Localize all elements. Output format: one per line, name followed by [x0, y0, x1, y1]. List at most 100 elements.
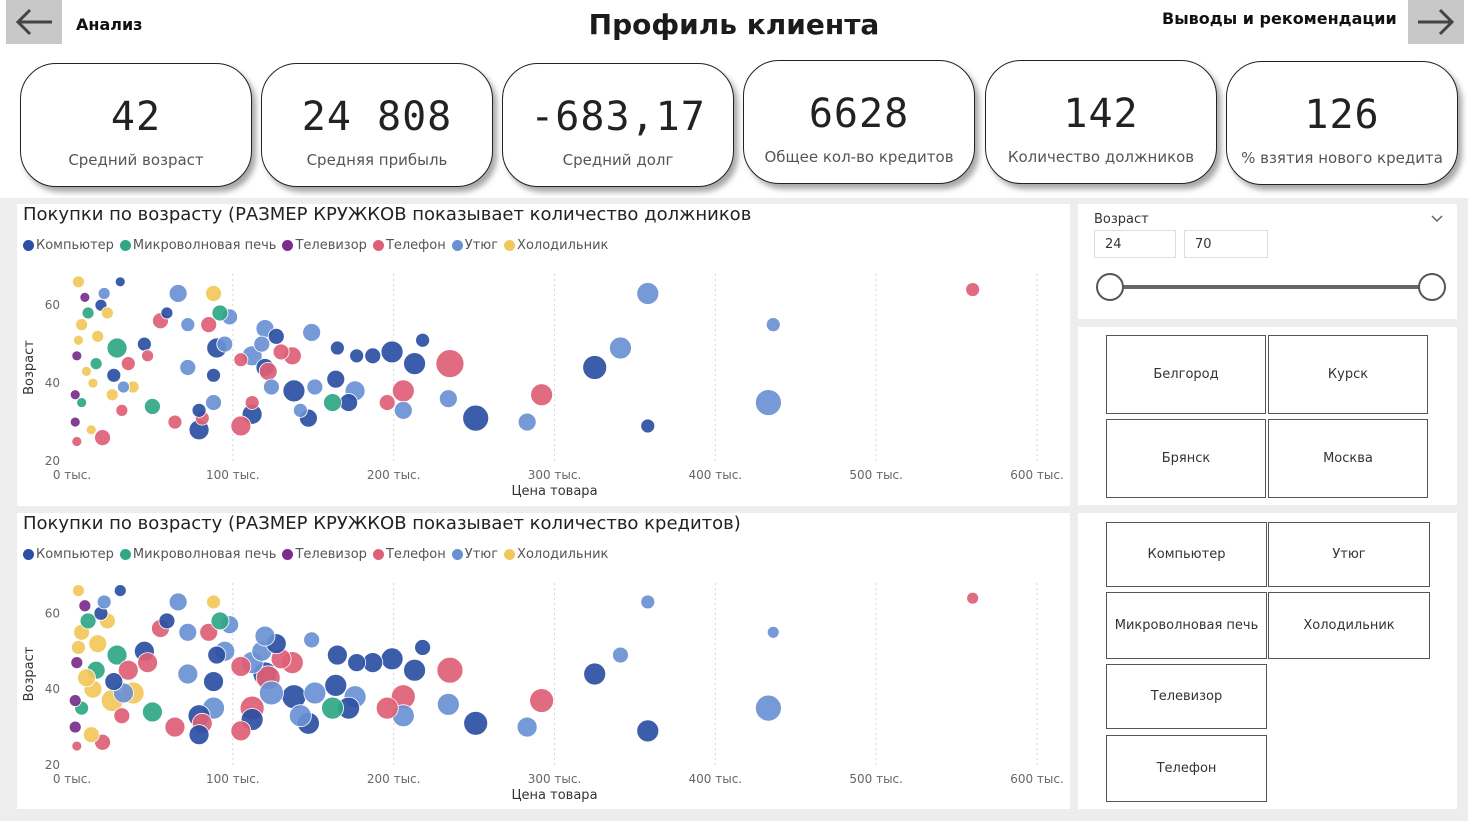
- city-tile-belgorod[interactable]: Белгород: [1106, 335, 1266, 414]
- data-point[interactable]: [435, 349, 465, 379]
- product-tile-microwave[interactable]: Микроволновая печь: [1106, 592, 1267, 659]
- scatter-chart[interactable]: 0 тыс. 100 тыс. 200 тыс. 300 тыс. 400 тыс. 50…: [17, 513, 1070, 809]
- data-point[interactable]: [72, 275, 85, 289]
- data-point[interactable]: [115, 403, 129, 417]
- data-point[interactable]: [436, 692, 460, 716]
- data-point[interactable]: [206, 594, 221, 610]
- data-point[interactable]: [178, 622, 198, 642]
- data-point[interactable]: [85, 424, 97, 436]
- legend-item[interactable]: Утюг: [451, 547, 498, 562]
- data-point[interactable]: [94, 429, 111, 447]
- data-point[interactable]: [96, 594, 112, 610]
- data-point[interactable]: [105, 388, 119, 402]
- product-tile-tv[interactable]: Телевизор: [1106, 664, 1267, 729]
- data-point[interactable]: [323, 393, 342, 412]
- data-point[interactable]: [137, 652, 158, 674]
- data-point[interactable]: [106, 367, 122, 383]
- data-point[interactable]: [258, 361, 278, 381]
- data-point[interactable]: [403, 658, 426, 682]
- data-point[interactable]: [87, 377, 99, 389]
- data-point[interactable]: [205, 394, 222, 411]
- data-point[interactable]: [364, 347, 382, 365]
- data-point[interactable]: [144, 398, 161, 415]
- data-point[interactable]: [200, 316, 218, 334]
- data-point[interactable]: [272, 343, 290, 361]
- data-point[interactable]: [755, 389, 782, 416]
- city-tile-moscow[interactable]: Москва: [1268, 419, 1428, 498]
- data-point[interactable]: [71, 740, 83, 752]
- data-point[interactable]: [68, 720, 82, 734]
- data-point[interactable]: [97, 287, 111, 300]
- data-point[interactable]: [69, 389, 81, 401]
- data-point[interactable]: [303, 631, 321, 649]
- city-tile-bryansk[interactable]: Брянск: [1106, 419, 1266, 498]
- data-point[interactable]: [347, 653, 367, 673]
- data-point[interactable]: [141, 349, 154, 363]
- data-point[interactable]: [206, 367, 221, 383]
- data-point[interactable]: [104, 672, 124, 691]
- data-point[interactable]: [164, 716, 186, 738]
- data-point[interactable]: [609, 336, 632, 360]
- data-point[interactable]: [321, 696, 344, 720]
- data-point[interactable]: [517, 412, 537, 432]
- data-point[interactable]: [230, 656, 252, 677]
- data-point[interactable]: [339, 393, 359, 412]
- data-point[interactable]: [282, 379, 306, 403]
- data-point[interactable]: [292, 402, 308, 418]
- data-point[interactable]: [82, 726, 100, 744]
- data-point[interactable]: [117, 659, 139, 681]
- data-point[interactable]: [303, 681, 327, 705]
- data-point[interactable]: [380, 647, 404, 671]
- product-tile-phone[interactable]: Телефон: [1106, 735, 1267, 802]
- data-point[interactable]: [378, 394, 396, 411]
- data-point[interactable]: [210, 611, 230, 631]
- data-point[interactable]: [71, 436, 83, 447]
- data-point[interactable]: [76, 397, 88, 408]
- data-point[interactable]: [640, 594, 656, 610]
- data-point[interactable]: [188, 724, 210, 746]
- data-point[interactable]: [113, 584, 127, 597]
- data-point[interactable]: [375, 696, 399, 720]
- data-point[interactable]: [965, 282, 981, 297]
- data-point[interactable]: [167, 414, 183, 430]
- legend-item[interactable]: Телефон: [372, 547, 446, 562]
- data-point[interactable]: [349, 348, 365, 364]
- data-point[interactable]: [254, 625, 276, 647]
- data-point[interactable]: [259, 680, 284, 706]
- product-tile-fridge[interactable]: Холодильник: [1268, 592, 1430, 659]
- data-point[interactable]: [88, 634, 108, 654]
- data-point[interactable]: [79, 612, 97, 630]
- data-point[interactable]: [530, 383, 554, 407]
- data-point[interactable]: [326, 369, 346, 389]
- data-point[interactable]: [516, 716, 538, 738]
- data-point[interactable]: [302, 323, 322, 342]
- legend-item[interactable]: Компьютер: [23, 238, 114, 253]
- slider-track[interactable]: [1110, 285, 1432, 289]
- data-point[interactable]: [326, 644, 348, 666]
- legend-item[interactable]: Компьютер: [23, 547, 114, 562]
- data-point[interactable]: [636, 282, 660, 305]
- data-point[interactable]: [267, 327, 285, 345]
- data-point[interactable]: [391, 379, 415, 403]
- data-point[interactable]: [463, 710, 489, 736]
- data-point[interactable]: [438, 389, 458, 409]
- data-point[interactable]: [70, 656, 84, 670]
- data-point[interactable]: [136, 336, 152, 352]
- data-point[interactable]: [966, 591, 980, 605]
- data-point[interactable]: [436, 656, 464, 684]
- data-point[interactable]: [263, 378, 280, 396]
- data-point[interactable]: [765, 317, 781, 333]
- data-point[interactable]: [72, 584, 85, 597]
- data-point[interactable]: [324, 673, 348, 697]
- legend-item[interactable]: Холодильник: [504, 547, 608, 562]
- data-point[interactable]: [75, 318, 89, 332]
- data-point[interactable]: [91, 329, 105, 343]
- data-point[interactable]: [230, 720, 252, 742]
- data-point[interactable]: [380, 340, 404, 364]
- data-point[interactable]: [71, 640, 86, 655]
- data-point[interactable]: [612, 646, 629, 664]
- data-point[interactable]: [233, 352, 249, 368]
- data-point[interactable]: [288, 704, 312, 728]
- city-tile-kursk[interactable]: Курск: [1268, 335, 1428, 414]
- data-point[interactable]: [329, 340, 345, 356]
